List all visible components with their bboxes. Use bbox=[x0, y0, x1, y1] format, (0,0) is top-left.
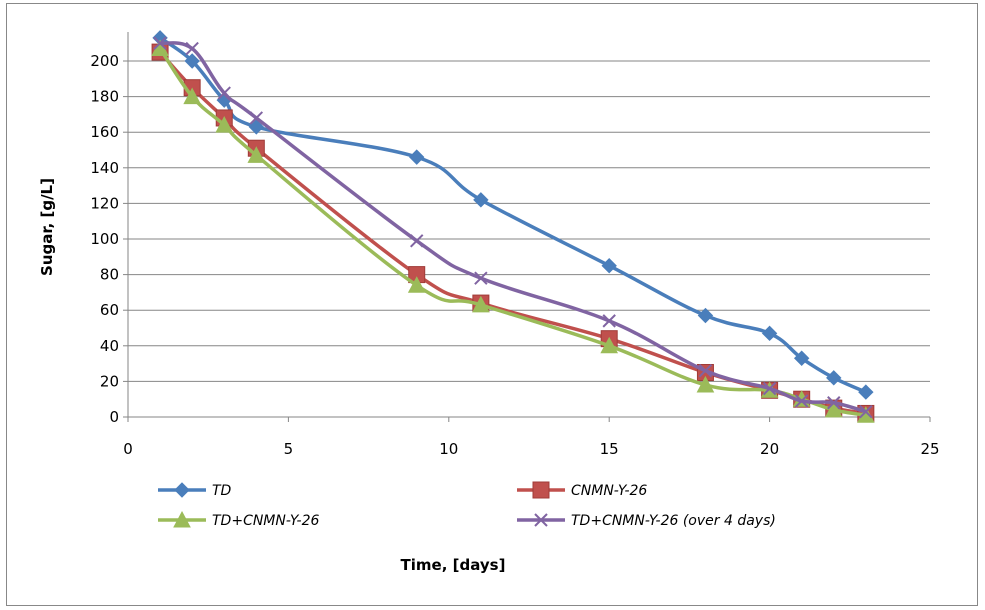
series-td bbox=[152, 30, 874, 400]
data-point-td bbox=[858, 384, 874, 400]
data-point-td-cnmn-y-26 bbox=[472, 295, 490, 313]
data-point-td bbox=[601, 257, 617, 274]
data-point-td-cnmn-y-26-over-4-days bbox=[217, 86, 231, 100]
data-point-td-cnmn-y-26-over-4-days bbox=[474, 271, 488, 285]
gridlines bbox=[128, 60, 930, 382]
chart-frame bbox=[6, 3, 978, 606]
legend-item-td: TD bbox=[158, 482, 232, 499]
legend-label: TD+CNMN-Y-26 (over 4 days) bbox=[571, 513, 776, 529]
data-point-td-cnmn-y-26-over-4-days bbox=[762, 381, 777, 396]
data-point-td-cnmn-y-26-over-4-days bbox=[185, 41, 199, 56]
series-line-td-cnmn-y-26 bbox=[158, 47, 867, 417]
data-point-td-cnmn-y-26 bbox=[215, 116, 234, 133]
legend: TD CNMN-Y-26 TD+CNMN-Y-26 TD+CNMN-Y-26 (ove… bbox=[158, 481, 776, 529]
series-line-cnmn-y-26 bbox=[158, 50, 867, 416]
legend-item-td-cnmn-y-26-over-4-days: TD+CNMN-Y-26 (over 4 days) bbox=[517, 513, 776, 529]
data-point-td-cnmn-y-26 bbox=[600, 336, 619, 354]
x-tick-label: 10 bbox=[439, 440, 458, 458]
data-point-td bbox=[409, 149, 425, 165]
data-point-td bbox=[793, 350, 810, 366]
legend-swatch-marker bbox=[532, 481, 550, 499]
series-td-cnmn-y-26 bbox=[151, 39, 875, 423]
data-point-td-cnmn-y-26 bbox=[407, 276, 426, 293]
y-tick-label: 100 bbox=[90, 230, 119, 248]
data-point-td bbox=[184, 53, 200, 69]
data-point-td-cnmn-y-26-over-4-days bbox=[602, 314, 616, 328]
legend-item-cnmn-y-26: CNMN-Y-26 bbox=[517, 481, 647, 499]
y-tick-label: 120 bbox=[90, 194, 119, 212]
data-point-td-cnmn-y-26 bbox=[247, 146, 266, 163]
data-point-td-cnmn-y-26-over-4-days bbox=[859, 404, 873, 419]
x-axis-title: Time, [days] bbox=[401, 556, 506, 574]
data-point-td bbox=[697, 307, 714, 324]
data-point-td-cnmn-y-26 bbox=[696, 375, 715, 393]
data-point-td bbox=[248, 119, 265, 135]
axes: 0 20 40 60 80 100 120 140 160 180 200 0 5 10 15 20 25 bbox=[90, 32, 940, 458]
data-point-td-cnmn-y-26-over-4-days bbox=[249, 111, 264, 125]
legend-swatch-marker bbox=[534, 513, 548, 527]
data-point-td bbox=[826, 370, 842, 386]
series-group bbox=[151, 30, 875, 423]
data-point-td bbox=[473, 192, 489, 208]
y-tick-label: 180 bbox=[90, 88, 119, 106]
y-tick-label: 160 bbox=[90, 123, 119, 141]
x-tick-label: 25 bbox=[920, 440, 939, 458]
series-line-td-cnmn-y-26-over-4-days bbox=[159, 41, 867, 414]
legend-item-td-cnmn-y-26: TD+CNMN-Y-26 bbox=[158, 510, 319, 529]
data-point-td-cnmn-y-26 bbox=[183, 87, 201, 105]
data-point-td-cnmn-y-26-over-4-days bbox=[698, 364, 713, 378]
series-td-cnmn-y-26-over-4-days bbox=[153, 36, 873, 419]
x-tick-label: 0 bbox=[123, 440, 133, 458]
legend-label: TD bbox=[212, 483, 232, 499]
y-tick-label: 60 bbox=[100, 301, 119, 319]
data-point-td-cnmn-y-26-over-4-days bbox=[410, 234, 424, 248]
data-point-td-cnmn-y-26-over-4-days bbox=[827, 396, 841, 410]
legend-label: CNMN-Y-26 bbox=[571, 483, 647, 499]
y-tick-label: 200 bbox=[90, 52, 119, 70]
data-point-td-cnmn-y-26-over-4-days bbox=[794, 394, 809, 408]
y-tick-label: 20 bbox=[100, 372, 119, 390]
legend-swatch-marker bbox=[174, 482, 190, 498]
data-point-td-cnmn-y-26-over-4-days bbox=[153, 36, 167, 50]
y-tick-label: 0 bbox=[109, 408, 119, 426]
x-tick-label: 15 bbox=[600, 440, 619, 458]
y-tick-label: 80 bbox=[100, 266, 119, 284]
series-cnmn-y-26 bbox=[151, 43, 875, 422]
x-tick-label: 5 bbox=[284, 440, 294, 458]
legend-swatch-marker bbox=[173, 510, 191, 528]
data-point-td-cnmn-y-26 bbox=[824, 400, 843, 418]
data-point-td bbox=[761, 325, 778, 342]
y-tick-label: 40 bbox=[100, 337, 119, 355]
y-axis-title: Sugar, [g/L] bbox=[38, 178, 56, 276]
y-tick-label: 140 bbox=[90, 159, 119, 177]
series-line-td bbox=[159, 36, 867, 394]
legend-label: TD+CNMN-Y-26 bbox=[212, 513, 319, 529]
x-tick-label: 20 bbox=[760, 440, 779, 458]
